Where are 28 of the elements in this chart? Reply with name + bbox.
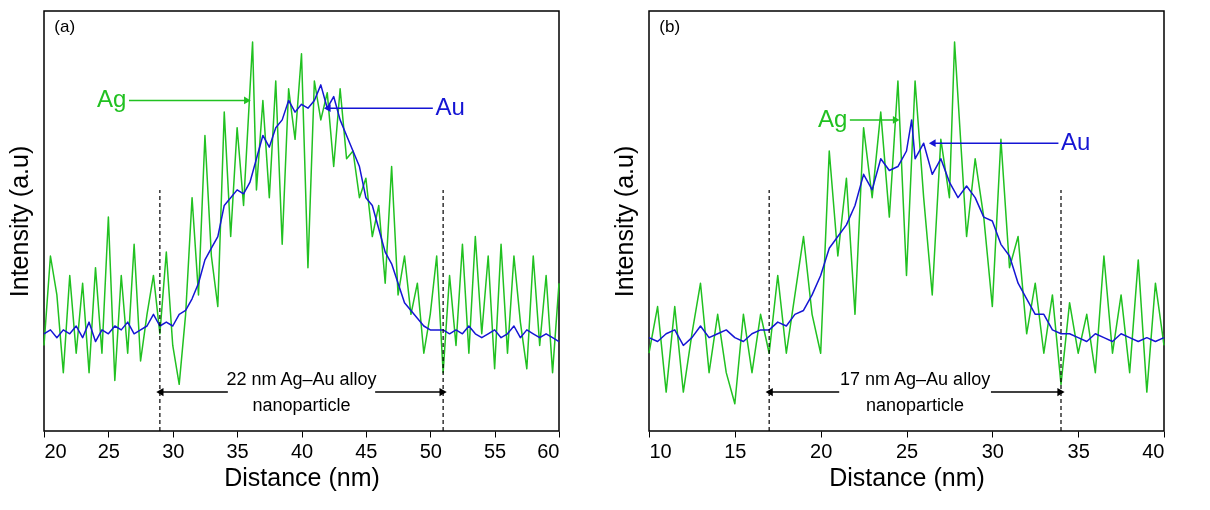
legend-label: Ag	[817, 104, 848, 132]
y-axis-title: Intensity (a.u)	[4, 145, 33, 298]
x-axis-title: Distance (nm)	[829, 462, 985, 491]
legend-label: Au	[435, 93, 465, 121]
x-tick-label: 35	[1067, 439, 1090, 462]
x-tick-label: 55	[484, 439, 507, 462]
x-tick-label: 45	[355, 439, 378, 462]
x-axis-title: Distance (nm)	[224, 462, 380, 491]
text: Ag	[97, 85, 127, 113]
x-tick-label: 35	[226, 439, 249, 462]
x-tick-label: 40	[290, 439, 314, 462]
text: (a)	[54, 16, 76, 36]
x-tick-label: 20	[810, 439, 833, 462]
annotation: 17 nm Ag–Au alloy nanoparticle	[840, 369, 991, 416]
x-tick-label: 15	[724, 439, 747, 462]
x-tick-label: 30	[162, 439, 185, 462]
x-tick-label: 20	[44, 439, 67, 462]
x-tick-label: 25	[895, 439, 919, 462]
x-tick-label: 60	[537, 439, 560, 462]
x-tick-label: 30	[981, 439, 1004, 462]
text: Au	[1061, 128, 1091, 156]
x-tick-label: 10	[649, 439, 672, 462]
y-axis-title: Intensity (a.u)	[609, 145, 638, 298]
x-tick-label: 40	[1142, 439, 1165, 462]
text: (b)	[659, 16, 681, 36]
annotation: 22 nm Ag–Au alloy nanoparticle	[226, 369, 377, 416]
x-tick-label: 50	[419, 439, 442, 462]
x-tick-label: 25	[97, 439, 120, 462]
